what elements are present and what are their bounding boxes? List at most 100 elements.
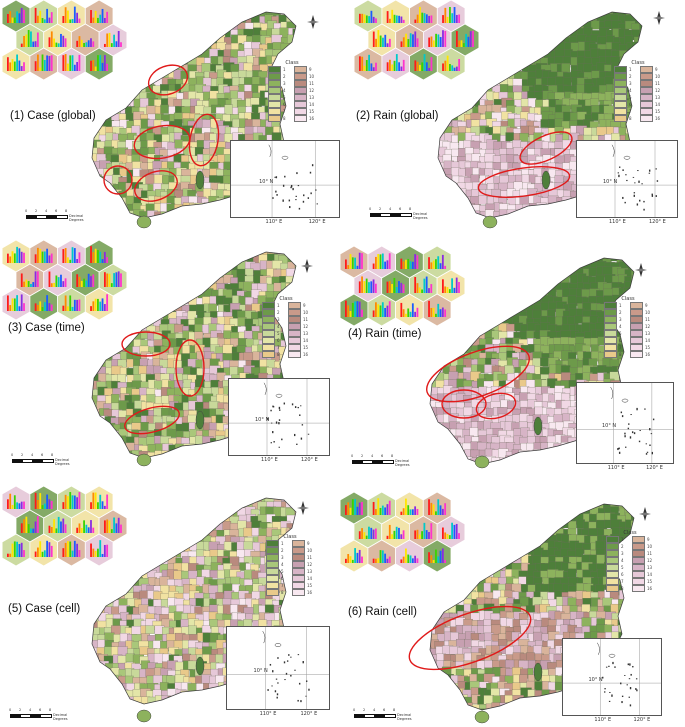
legend-label: 11 (309, 80, 315, 86)
highlight-ellipse (103, 165, 133, 195)
legend-entry: 10 (288, 308, 311, 316)
legend-label: 5 (281, 568, 284, 574)
legend-label: 8 (621, 585, 624, 591)
legend-swatch (266, 567, 279, 575)
legend-label: 13 (645, 330, 651, 336)
legend-label: 15 (647, 578, 653, 584)
legend-swatch (294, 100, 307, 108)
legend-swatch (614, 86, 627, 94)
legend-label: 15 (307, 582, 313, 588)
legend-swatch (294, 79, 307, 87)
legend-label: 13 (655, 94, 661, 100)
legend-label: 16 (309, 115, 315, 121)
scale-tick-label: 4 (373, 708, 376, 712)
legend-entry: 14 (630, 336, 653, 344)
class-legend: Class 1 2 3 4 5 6 7 8 9 10 11 12 13 14 15 16 (266, 534, 315, 596)
legend-label: 1 (283, 66, 286, 72)
panel-title: (6) Rain (cell) (348, 606, 418, 618)
legend-label: 12 (645, 323, 651, 329)
scale-bar: 0 2 4 6 8 Decimal Degrees (9, 708, 82, 721)
legend-swatch (294, 72, 307, 80)
legend-entry: 11 (292, 553, 315, 561)
inset-map: 10° N 110° E 120° E (576, 140, 678, 225)
scale-tick-label: 4 (389, 207, 392, 211)
highlight-ellipse (441, 389, 487, 419)
legend-swatch (288, 322, 301, 330)
inset-lat-label: 10° N (255, 417, 270, 423)
scale-tick-label: 8 (409, 207, 412, 211)
hexagon-cell (84, 533, 114, 567)
legend-entry: 16 (632, 584, 655, 592)
legend-swatch (630, 329, 643, 337)
inset-map: 10° N 110° E 120° E (562, 638, 662, 723)
legend-swatch (266, 588, 279, 596)
legend-entry: 6 (604, 336, 627, 344)
legend-entry: 1 (614, 65, 637, 73)
legend-entry: 10 (630, 308, 653, 316)
legend-label: 10 (307, 547, 313, 553)
legend-entry: 3 (262, 315, 285, 323)
legend-label: 16 (647, 585, 653, 591)
hexagon-glyph-grid (353, 0, 480, 81)
scale-bar: 0 2 4 6 8 Decimal Degrees (11, 453, 84, 466)
legend-swatch (294, 107, 307, 115)
legend-swatch (614, 72, 627, 80)
inset-map: 10° N 110° E 120° E (230, 140, 340, 225)
scale-tick-label: 6 (399, 207, 402, 211)
legend-swatch (288, 329, 301, 337)
legend-swatch (292, 546, 305, 554)
class-legend: Class 1 2 3 4 5 6 7 8 9 10 11 12 13 14 15 16 (614, 60, 663, 122)
legend-entry: 5 (604, 329, 627, 337)
legend-label: 14 (655, 101, 661, 107)
legend-label: 8 (281, 589, 284, 595)
legend-label: 16 (303, 351, 309, 357)
hexagon-cell (84, 47, 114, 81)
legend-label: 10 (303, 309, 309, 315)
legend-entry: 12 (288, 322, 311, 330)
legend-entry: 5 (606, 563, 629, 571)
legend-label: 12 (307, 561, 313, 567)
legend-swatch (604, 350, 617, 358)
highlight-ellipse (426, 345, 530, 403)
legend-label: 7 (281, 582, 284, 588)
legend-swatch (288, 336, 301, 344)
legend-label: 9 (655, 66, 658, 72)
legend-swatch (266, 581, 279, 589)
class-legend: Class 1 2 3 4 5 6 7 8 9 10 11 12 13 14 15 16 (606, 530, 655, 592)
legend-label: 6 (281, 575, 284, 581)
legend-entry: 7 (614, 107, 637, 115)
scale-tick-label: 0 (25, 209, 28, 213)
legend-entry: 15 (632, 577, 655, 585)
legend-entry: 14 (292, 574, 315, 582)
legend-label: 1 (619, 302, 622, 308)
legend-label: 6 (619, 337, 622, 343)
legend-label: 7 (277, 344, 280, 350)
panel-title: (4) Rain (time) (348, 328, 422, 340)
legend-swatch (268, 93, 281, 101)
scale-unit: Decimal Degrees (69, 214, 84, 222)
legend-entry: 3 (614, 79, 637, 87)
hexagon-glyph-grid (1, 486, 128, 567)
legend-swatch (268, 100, 281, 108)
scale-tick-label: 8 (51, 453, 54, 457)
legend-entry: 9 (294, 65, 317, 73)
legend-label: 1 (621, 536, 624, 542)
inset-lon-label: 120° E (633, 717, 651, 723)
legend-entry: 5 (266, 567, 289, 575)
legend-label: 14 (303, 337, 309, 343)
hexagon-cell (422, 539, 452, 573)
panel-title: (2) Rain (global) (356, 110, 439, 122)
legend-swatch (632, 535, 645, 543)
legend-swatch (604, 308, 617, 316)
legend-label: 10 (309, 73, 315, 79)
scale-tick-label: 6 (381, 454, 384, 458)
legend-swatch (266, 553, 279, 561)
legend-entry: 4 (262, 322, 285, 330)
legend-swatch (606, 584, 619, 592)
legend-label: 11 (303, 316, 309, 322)
panel-title: (3) Case (time) (8, 322, 85, 334)
legend-entry: 3 (268, 79, 291, 87)
legend-swatch (262, 343, 275, 351)
legend-label: 12 (655, 87, 661, 93)
legend-swatch (632, 556, 645, 564)
